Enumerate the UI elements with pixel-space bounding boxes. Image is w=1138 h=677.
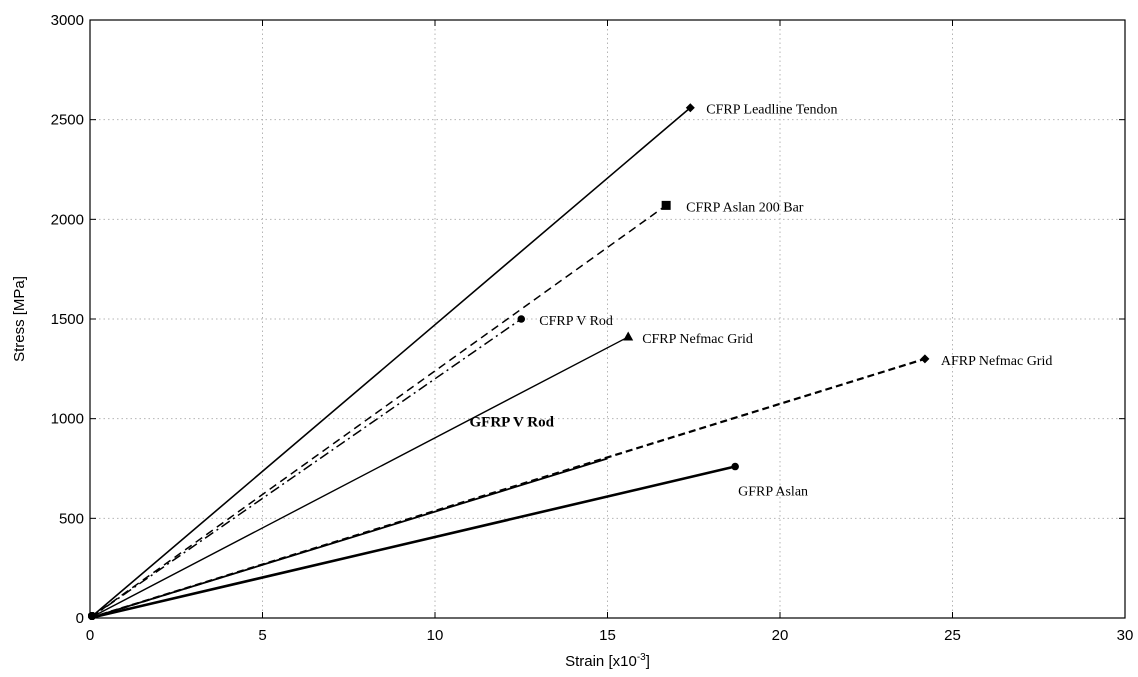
series-label-3: CFRP Nefmac Grid (642, 332, 753, 347)
series-labels: CFRP Leadline Tendon CFRP Aslan 200 Bar CF… (470, 103, 1053, 500)
x-axis-title-suffix: ] (646, 653, 650, 670)
series-line-3 (89, 336, 629, 619)
series-marker-2 (517, 315, 526, 323)
x-tick-label: 20 (772, 627, 789, 644)
y-tick-label: 1000 (51, 411, 84, 428)
y-tick-label: 3000 (51, 12, 84, 29)
y-tick-label: 2000 (51, 211, 84, 228)
series-marker-6 (731, 462, 739, 471)
series-label-0: CFRP Leadline Tendon (706, 103, 837, 118)
x-tick-label: 15 (599, 627, 616, 644)
y-tick-label: 1500 (51, 311, 84, 328)
series-label-5: GFRP V Rod (470, 415, 555, 431)
axis-ticks: 0 5 10 15 20 25 30 0 500 1000 1500 2000 2500 3000 (51, 12, 1134, 644)
x-axis-title-main: Strain [x10 (565, 653, 637, 670)
series-marker-0 (685, 103, 695, 113)
series-line-5 (89, 457, 608, 619)
y-axis-title: Stress [MPa] (11, 276, 28, 362)
y-tick-label: 500 (59, 510, 84, 527)
series-line-1 (89, 204, 667, 619)
x-tick-label: 25 (944, 627, 961, 644)
y-tick-label: 2500 (51, 112, 84, 129)
x-axis-title: Strain [x10-3] (565, 652, 650, 670)
x-axis-title-superscript: -3 (637, 652, 646, 663)
series-lines (88, 103, 930, 620)
y-tick-label: 0 (76, 610, 84, 627)
series-line-6 (89, 465, 736, 620)
x-tick-label: 5 (258, 627, 266, 644)
series-marker-3 (623, 331, 634, 341)
series-marker-1 (661, 200, 671, 210)
x-tick-label: 30 (1117, 627, 1134, 644)
series-label-4: AFRP Nefmac Grid (941, 354, 1052, 369)
series-label-2: CFRP V Rod (539, 314, 613, 329)
series-marker-4 (920, 354, 930, 364)
grid-lines (90, 20, 1125, 618)
series-line-2 (89, 318, 522, 619)
series-line-0 (89, 107, 691, 619)
series-label-6: GFRP Aslan (738, 485, 808, 500)
x-tick-label: 0 (86, 627, 94, 644)
series-origin-marker-6 (88, 612, 96, 620)
x-tick-label: 10 (427, 627, 444, 644)
series-label-1: CFRP Aslan 200 Bar (686, 200, 804, 215)
